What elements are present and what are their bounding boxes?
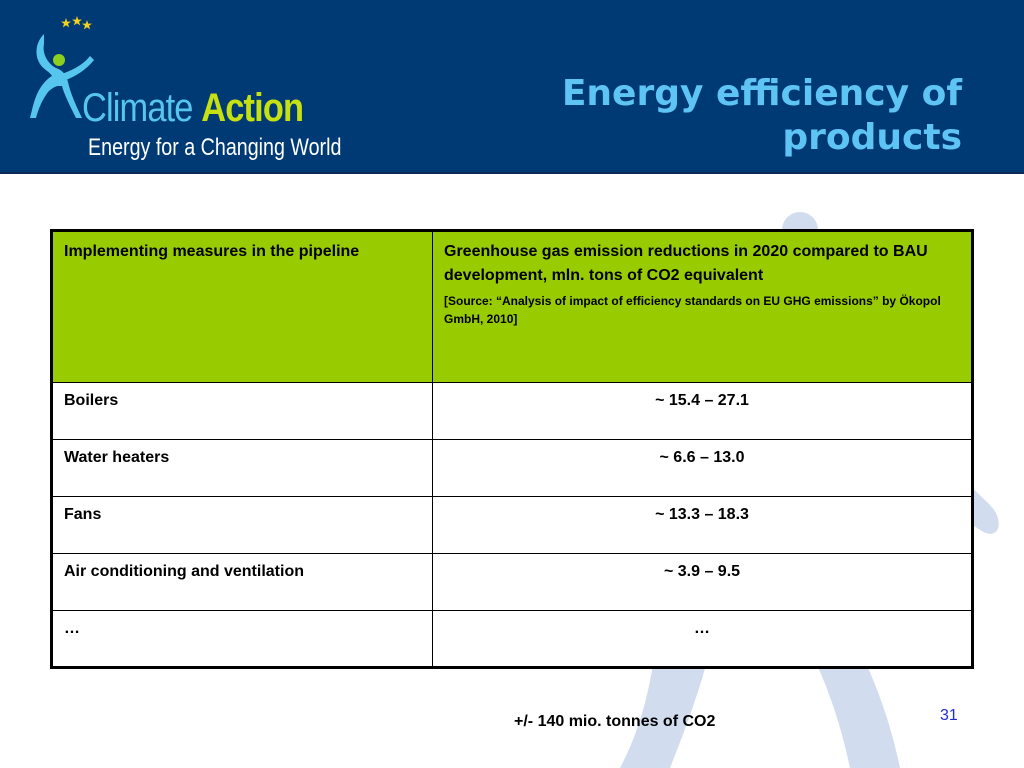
header-banner: Climate Action Energy for a Changing Wor…	[0, 0, 1024, 174]
source-citation: [Source: “Analysis of impact of efficien…	[444, 294, 941, 326]
table-header-row: Implementing measures in the pipeline Gr…	[51, 230, 973, 383]
value-cell: ~ 13.3 – 18.3	[432, 496, 973, 554]
page-number: 31	[940, 707, 958, 724]
logo: Climate Action Energy for a Changing Wor…	[22, 14, 342, 164]
table-row: Air conditioning and ventilation ~ 3.9 –…	[51, 553, 973, 611]
table-row: Fans ~ 13.3 – 18.3	[51, 496, 973, 554]
measure-cell: Fans	[51, 496, 433, 554]
column-header-measures: Implementing measures in the pipeline	[51, 230, 433, 383]
measure-cell: …	[51, 610, 433, 668]
climate-action-figure-logo-icon	[30, 16, 94, 118]
brand-word-action: Action	[201, 86, 304, 130]
measure-cell: Boilers	[51, 382, 433, 440]
table-row: Water heaters ~ 6.6 – 13.0	[51, 439, 973, 497]
measure-cell: Water heaters	[51, 439, 433, 497]
value-cell: ~ 3.9 – 9.5	[432, 553, 973, 611]
total-reduction-note: +/- 140 mio. tonnes of CO2	[514, 713, 716, 730]
measure-cell: Air conditioning and ventilation	[51, 553, 433, 611]
value-cell: ~ 15.4 – 27.1	[432, 382, 973, 440]
table-row: Boilers ~ 15.4 – 27.1	[51, 382, 973, 440]
brand-word-climate: Climate	[82, 86, 193, 130]
value-cell: ~ 6.6 – 13.0	[432, 439, 973, 497]
brand-name: Climate Action	[82, 86, 304, 130]
table-row: … …	[51, 610, 973, 668]
column-header-reductions: Greenhouse gas emission reductions in 20…	[432, 230, 973, 383]
brand-tagline: Energy for a Changing World	[88, 134, 342, 161]
column-header-reductions-text: Greenhouse gas emission reductions in 20…	[444, 243, 928, 284]
value-cell: …	[432, 610, 973, 668]
measures-table: Implementing measures in the pipeline Gr…	[50, 229, 974, 669]
slide-title: Energy efficiency of products	[561, 73, 962, 158]
